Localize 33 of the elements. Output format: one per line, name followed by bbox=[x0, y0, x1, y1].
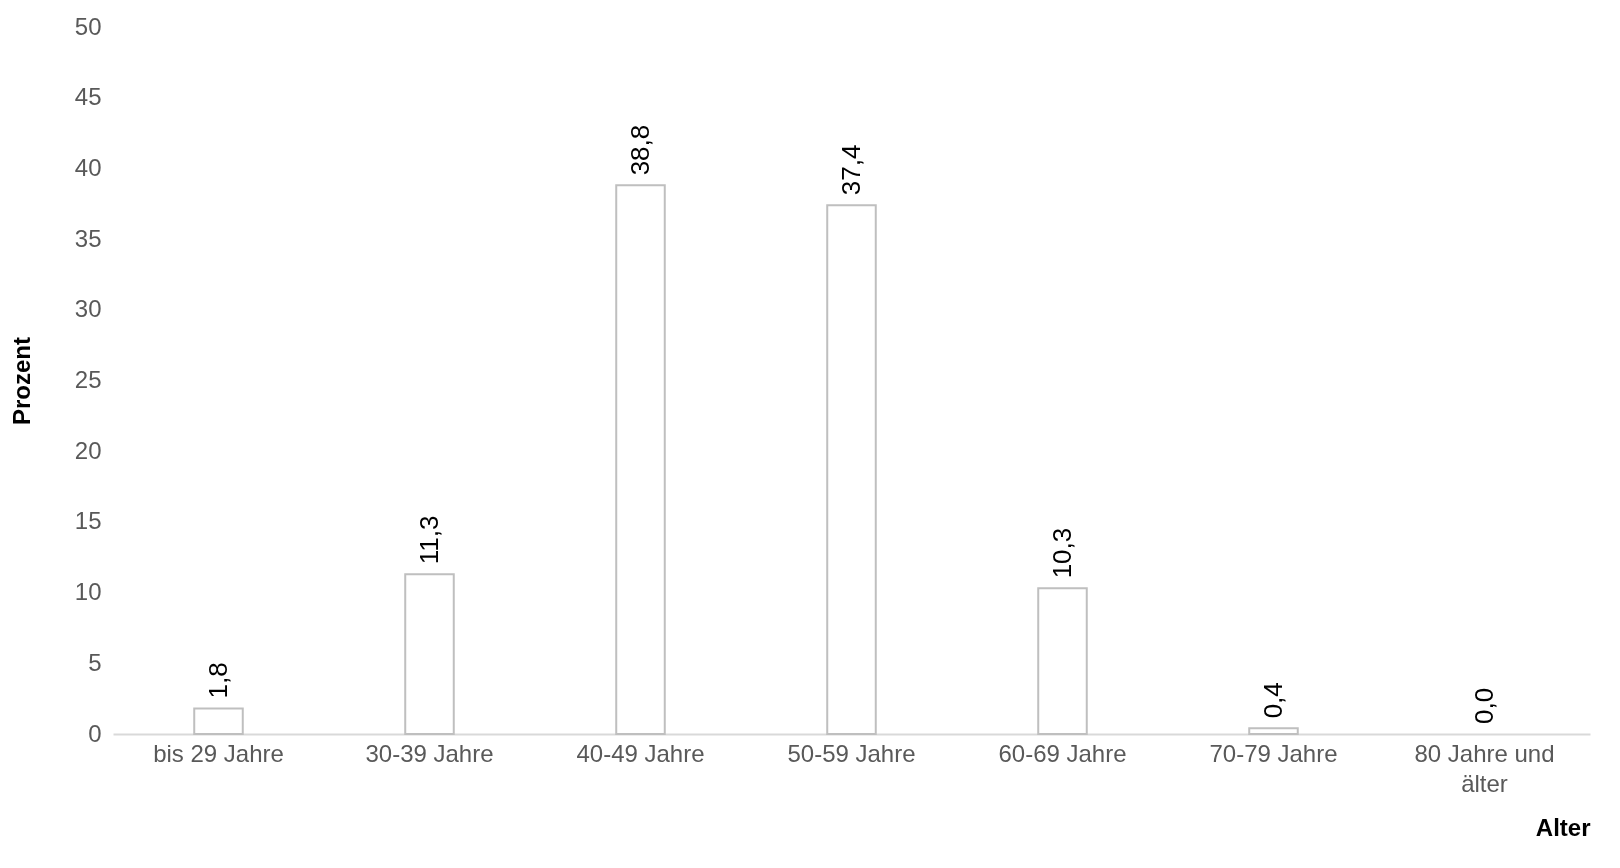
data-label: 0,0 bbox=[1468, 687, 1499, 724]
y-tick-label: 30 bbox=[74, 295, 102, 323]
y-tick-label: 25 bbox=[74, 366, 102, 393]
x-tick-label: 60-69 Jahre bbox=[998, 739, 1127, 767]
y-tick-label: 45 bbox=[74, 83, 102, 111]
data-label: 10,3 bbox=[1046, 527, 1077, 579]
data-label: 38,8 bbox=[624, 124, 655, 176]
x-tick-label: 40-49 Jahre bbox=[576, 739, 705, 767]
y-tick-label: 35 bbox=[74, 224, 102, 252]
bar bbox=[826, 204, 877, 735]
y-tick-label: 40 bbox=[74, 153, 102, 181]
x-tick-label: bis 29 Jahre bbox=[153, 739, 284, 767]
y-tick-label: 0 bbox=[88, 719, 102, 747]
x-tick-label: 70-79 Jahre bbox=[1209, 739, 1338, 767]
data-label: 37,4 bbox=[835, 144, 866, 196]
data-label: 11,3 bbox=[413, 515, 444, 565]
bar bbox=[615, 184, 666, 735]
y-tick-label: 5 bbox=[88, 648, 102, 676]
y-tick-label: 20 bbox=[74, 436, 102, 464]
x-tick-label: 50-59 Jahre bbox=[787, 739, 916, 767]
bar bbox=[1037, 587, 1088, 735]
y-tick-label: 15 bbox=[74, 507, 102, 535]
y-tick-label: 50 bbox=[74, 12, 102, 40]
bar bbox=[193, 707, 244, 735]
y-axis-title: Prozent bbox=[7, 336, 35, 426]
data-label: 0,4 bbox=[1257, 682, 1288, 719]
x-tick-label: 30-39 Jahre bbox=[365, 739, 494, 767]
data-label: 1,8 bbox=[202, 662, 233, 699]
bar bbox=[404, 573, 455, 735]
x-tick-label: 80 Jahre und älter bbox=[1414, 739, 1555, 797]
x-axis-title: Alter bbox=[1535, 813, 1591, 841]
bar bbox=[1248, 727, 1299, 735]
y-tick-label: 10 bbox=[74, 578, 102, 606]
